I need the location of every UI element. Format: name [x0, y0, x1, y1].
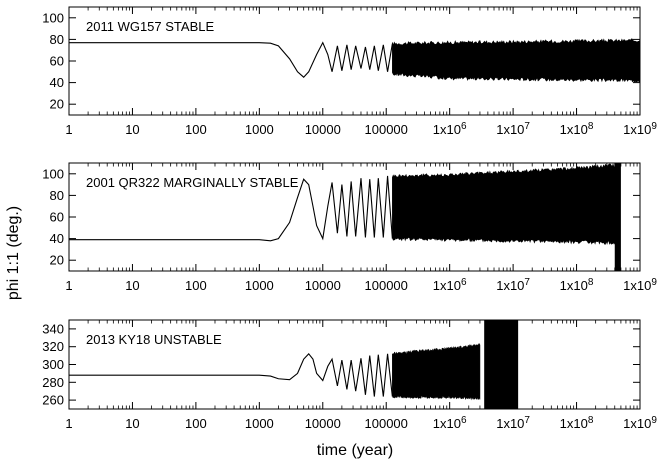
- y-tick-label: 60: [50, 54, 64, 69]
- x-tick-label: 100000: [365, 416, 408, 431]
- x-tick-label: 1: [65, 416, 72, 431]
- x-tick-label: 1x109: [623, 121, 657, 137]
- oscillation-band: [392, 163, 616, 245]
- series-line: [69, 352, 393, 397]
- series-line: [69, 175, 393, 242]
- y-tick-label: 40: [50, 231, 64, 246]
- series-group: [69, 38, 640, 83]
- panel-2: 1 10 100 1000 10000 100000 1x106 1x107 1x108 1x10…: [42, 162, 657, 293]
- x-tick-label: 10: [125, 416, 139, 431]
- x-tick-label: 1: [65, 122, 72, 137]
- x-tick-label: 1x109: [623, 415, 657, 431]
- x-tick-label: 100000: [365, 278, 408, 293]
- x-tick-label: 100: [185, 278, 207, 293]
- end-band: [484, 320, 519, 409]
- x-tick-label: 1x108: [560, 121, 594, 137]
- x-tick-label: 1x107: [496, 415, 530, 431]
- y-tick-label: 300: [42, 357, 64, 372]
- x-tick-label: 10: [125, 122, 139, 137]
- end-band: [614, 163, 621, 271]
- y-tick-label: 80: [50, 32, 64, 47]
- series-group: [69, 163, 621, 271]
- x-tick-label: 1x108: [560, 277, 594, 293]
- y-tick-label: 280: [42, 375, 64, 390]
- x-tick-label: 1x107: [496, 121, 530, 137]
- series-line: [69, 41, 393, 78]
- x-tick-label: 100000: [365, 122, 408, 137]
- panel-title: 2001 QR322 MARGINALLY STABLE: [86, 175, 299, 190]
- x-tick-label: 1x107: [496, 277, 530, 293]
- x-tick-label: 10: [125, 278, 139, 293]
- x-tick-label: 10000: [305, 416, 341, 431]
- x-tick-label: 1x106: [433, 277, 467, 293]
- y-tick-label: 20: [50, 253, 64, 268]
- series-group: [69, 320, 519, 409]
- panel-3: 1 10 100 1000 10000 100000 1x106 1x107 1x108 1x10…: [42, 319, 657, 431]
- y-tick-label: 340: [42, 321, 64, 336]
- x-tick-label: 100: [185, 416, 207, 431]
- shared-x-axis-label: time (year): [317, 442, 393, 459]
- x-tick-label: 1x106: [433, 415, 467, 431]
- shared-y-axis-label: phi 1:1 (deg.): [5, 206, 22, 300]
- x-tick-label: 1000: [245, 278, 274, 293]
- x-tick-label: 100: [185, 122, 207, 137]
- y-tick-label: 100: [42, 166, 64, 181]
- y-tick-label: 80: [50, 188, 64, 203]
- y-tick-label: 60: [50, 210, 64, 225]
- x-tick-label: 1x109: [623, 277, 657, 293]
- y-tick-label: 100: [42, 10, 64, 25]
- x-tick-label: 1000: [245, 416, 274, 431]
- y-tick-label: 260: [42, 393, 64, 408]
- y-tick-label: 320: [42, 339, 64, 354]
- panel-title: 2013 KY18 UNSTABLE: [86, 332, 222, 347]
- x-tick-label: 1x106: [433, 121, 467, 137]
- x-tick-label: 10000: [305, 122, 341, 137]
- y-tick-label: 40: [50, 75, 64, 90]
- x-tick-label: 1: [65, 278, 72, 293]
- x-tick-label: 1x108: [560, 415, 594, 431]
- panel-1: 1 10 100 1000 10000 100000 1x106 1x107 1x108 1x10…: [42, 6, 657, 137]
- x-tick-label: 1000: [245, 122, 274, 137]
- oscillation-band: [392, 342, 481, 401]
- y-tick-label: 20: [50, 97, 64, 112]
- oscillation-band: [392, 38, 640, 83]
- panel-title: 2011 WG157 STABLE: [86, 19, 214, 34]
- x-tick-label: 10000: [305, 278, 341, 293]
